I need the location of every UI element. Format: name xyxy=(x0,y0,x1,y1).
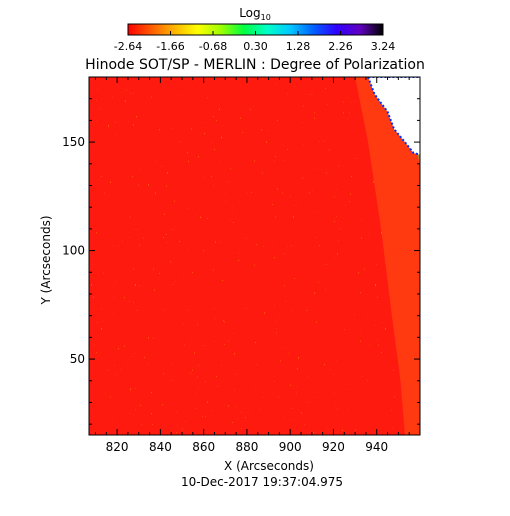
colorbar-tick-label: -0.68 xyxy=(199,40,227,53)
y-axis: 50 100 150 xyxy=(62,76,420,425)
x-tick-label: 820 xyxy=(106,440,129,454)
colorbar-tick-label: 1.28 xyxy=(286,40,311,53)
limb-strip xyxy=(355,77,420,435)
plot-area xyxy=(89,77,420,435)
x-tick-label: 940 xyxy=(365,440,388,454)
colorbar-tick-label: -2.64 xyxy=(114,40,142,53)
colorbar: Log10 -2.64 -1.66 -0.68 0.30 1.28 2.26 3.24 xyxy=(114,6,395,53)
plot-frame xyxy=(88,76,421,436)
y-tick-label: 50 xyxy=(70,352,85,366)
x-tick-label: 860 xyxy=(192,440,215,454)
chart-title: Hinode SOT/SP - MERLIN : Degree of Polar… xyxy=(85,57,425,73)
colorbar-label-subscript: 10 xyxy=(261,13,271,22)
x-axis: 820 840 860 880 900 920 940 xyxy=(94,77,410,454)
colorbar-ticks: -2.64 -1.66 -0.68 0.30 1.28 2.26 3.24 xyxy=(114,31,395,53)
colorbar-tick-label: -1.66 xyxy=(156,40,184,53)
y-axis-label: Y (Arcseconds) xyxy=(39,215,53,305)
colorbar-tick-label: 3.24 xyxy=(371,40,396,53)
x-axis-label: X (Arcseconds) xyxy=(224,459,314,473)
polarization-speckle xyxy=(89,77,420,435)
off-disk-region xyxy=(367,77,420,156)
x-tick-label: 840 xyxy=(149,440,172,454)
x-tick-label: 900 xyxy=(279,440,302,454)
x-tick-label: 880 xyxy=(235,440,258,454)
colorbar-tick-label: 2.26 xyxy=(328,40,353,53)
colorbar-label: Log10 xyxy=(239,6,271,22)
y-tick-label: 100 xyxy=(62,244,85,258)
colorbar-tick-label: 0.30 xyxy=(243,40,268,53)
x-tick-label: 920 xyxy=(322,440,345,454)
timestamp: 10-Dec-2017 19:37:04.975 xyxy=(181,475,343,489)
y-tick-label: 150 xyxy=(62,135,85,149)
